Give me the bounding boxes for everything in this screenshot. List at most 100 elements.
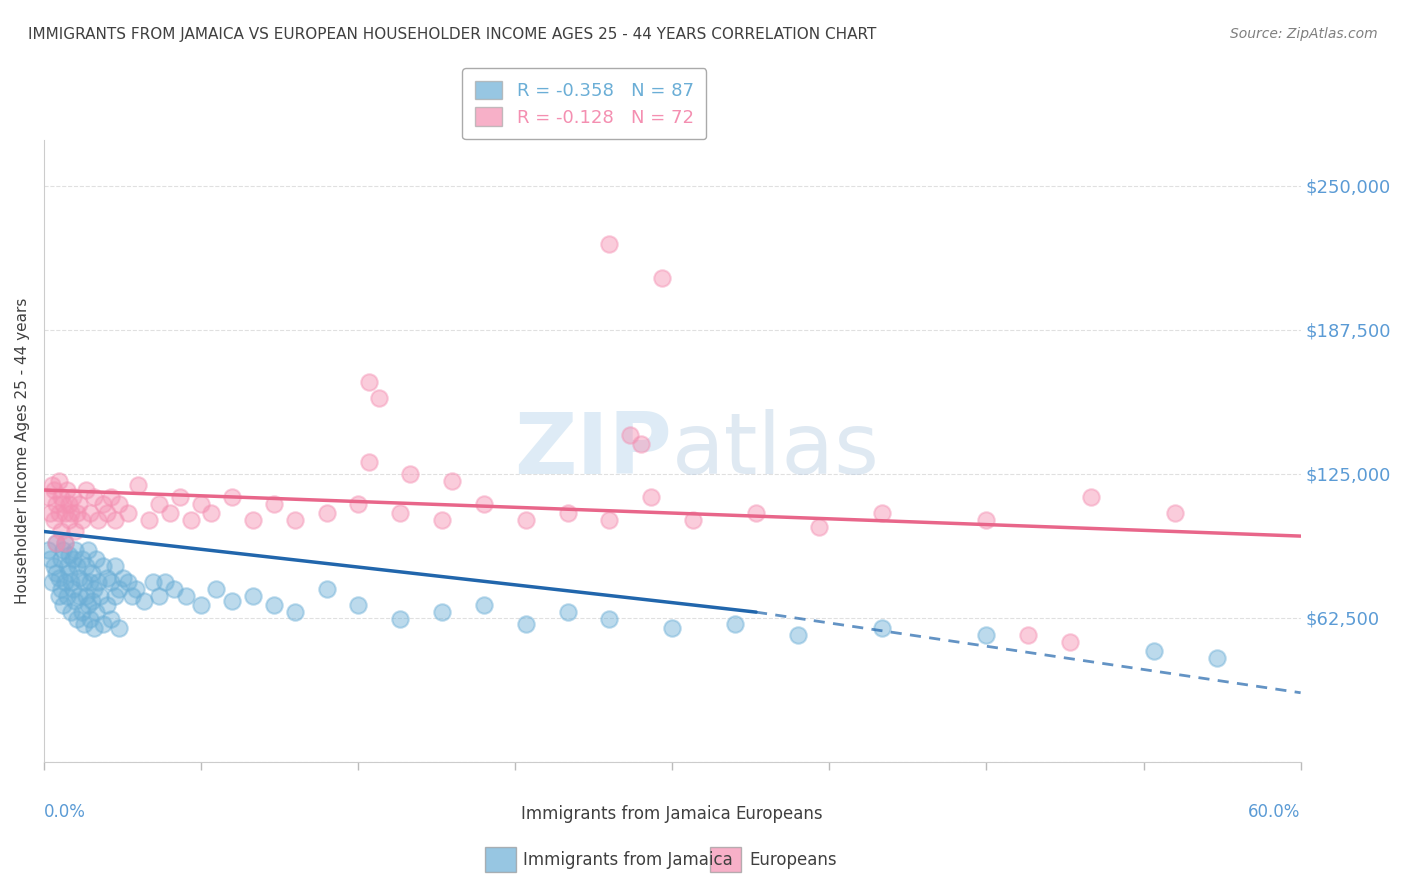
Point bbox=[148, 497, 170, 511]
Point bbox=[41, 575, 63, 590]
Point bbox=[515, 616, 537, 631]
Point bbox=[37, 490, 59, 504]
Text: ZIP: ZIP bbox=[515, 409, 672, 492]
Point bbox=[430, 513, 453, 527]
Point bbox=[515, 513, 537, 527]
Point bbox=[60, 575, 83, 590]
Point bbox=[83, 621, 105, 635]
Point bbox=[39, 506, 62, 520]
Point bbox=[127, 478, 149, 492]
Point bbox=[200, 506, 222, 520]
Point bbox=[70, 552, 93, 566]
Point bbox=[56, 483, 79, 497]
Point bbox=[347, 598, 370, 612]
Point bbox=[45, 536, 67, 550]
Point bbox=[104, 513, 127, 527]
Point bbox=[48, 506, 70, 520]
Point bbox=[91, 497, 114, 511]
Point bbox=[83, 490, 105, 504]
Point bbox=[263, 497, 285, 511]
Point bbox=[242, 513, 264, 527]
Point bbox=[48, 474, 70, 488]
FancyBboxPatch shape bbox=[710, 847, 741, 872]
Point bbox=[91, 559, 114, 574]
Point bbox=[79, 506, 101, 520]
Point bbox=[388, 612, 411, 626]
Point bbox=[77, 598, 100, 612]
Text: atlas: atlas bbox=[672, 409, 880, 492]
Point bbox=[44, 513, 66, 527]
Point bbox=[73, 575, 96, 590]
Point bbox=[53, 506, 76, 520]
Point bbox=[83, 582, 105, 596]
Point bbox=[79, 575, 101, 590]
Point bbox=[598, 612, 620, 626]
Point bbox=[598, 513, 620, 527]
Point bbox=[108, 497, 131, 511]
Point bbox=[155, 575, 177, 590]
Point bbox=[45, 566, 67, 580]
Point bbox=[472, 497, 495, 511]
Point bbox=[138, 513, 160, 527]
Point bbox=[159, 506, 181, 520]
Point bbox=[56, 589, 79, 603]
Point bbox=[1205, 651, 1227, 665]
Point bbox=[976, 513, 998, 527]
Point bbox=[75, 483, 97, 497]
Point bbox=[37, 543, 59, 558]
Point bbox=[315, 506, 337, 520]
Point bbox=[75, 559, 97, 574]
Point bbox=[60, 506, 83, 520]
Point bbox=[53, 575, 76, 590]
Point bbox=[69, 570, 91, 584]
Point bbox=[163, 582, 186, 596]
Point bbox=[104, 559, 127, 574]
Point bbox=[96, 506, 118, 520]
Text: Europeans: Europeans bbox=[735, 805, 823, 823]
Point bbox=[53, 536, 76, 550]
Point bbox=[100, 490, 122, 504]
Legend: R = -0.358   N = 87, R = -0.128   N = 72: R = -0.358 N = 87, R = -0.128 N = 72 bbox=[463, 68, 706, 139]
Point bbox=[117, 575, 139, 590]
Point bbox=[70, 605, 93, 619]
Point bbox=[65, 524, 87, 539]
Point bbox=[169, 490, 191, 504]
Point bbox=[49, 490, 72, 504]
Point bbox=[724, 616, 747, 631]
Point bbox=[41, 478, 63, 492]
Point bbox=[557, 506, 579, 520]
Text: 0.0%: 0.0% bbox=[44, 804, 86, 822]
Point bbox=[104, 589, 127, 603]
Point bbox=[1143, 644, 1166, 658]
Point bbox=[557, 605, 579, 619]
Point bbox=[87, 513, 110, 527]
Point bbox=[190, 598, 212, 612]
Point bbox=[39, 552, 62, 566]
Point bbox=[263, 598, 285, 612]
Point bbox=[58, 566, 80, 580]
Point bbox=[347, 497, 370, 511]
Point bbox=[48, 589, 70, 603]
Text: IMMIGRANTS FROM JAMAICA VS EUROPEAN HOUSEHOLDER INCOME AGES 25 - 44 YEARS CORREL: IMMIGRANTS FROM JAMAICA VS EUROPEAN HOUS… bbox=[28, 27, 876, 42]
Point bbox=[84, 552, 107, 566]
Point bbox=[66, 612, 89, 626]
Point bbox=[108, 621, 131, 635]
Point bbox=[430, 605, 453, 619]
Point bbox=[79, 612, 101, 626]
Point bbox=[69, 589, 91, 603]
Point bbox=[787, 628, 810, 642]
Point bbox=[204, 582, 226, 596]
Point bbox=[80, 566, 103, 580]
Point bbox=[62, 490, 84, 504]
Point bbox=[53, 536, 76, 550]
Point bbox=[49, 582, 72, 596]
Point bbox=[49, 524, 72, 539]
Point bbox=[870, 506, 893, 520]
Point bbox=[221, 593, 243, 607]
Point bbox=[75, 589, 97, 603]
Point bbox=[62, 552, 84, 566]
Point bbox=[84, 605, 107, 619]
FancyBboxPatch shape bbox=[485, 847, 516, 872]
Point bbox=[117, 506, 139, 520]
Point bbox=[62, 582, 84, 596]
